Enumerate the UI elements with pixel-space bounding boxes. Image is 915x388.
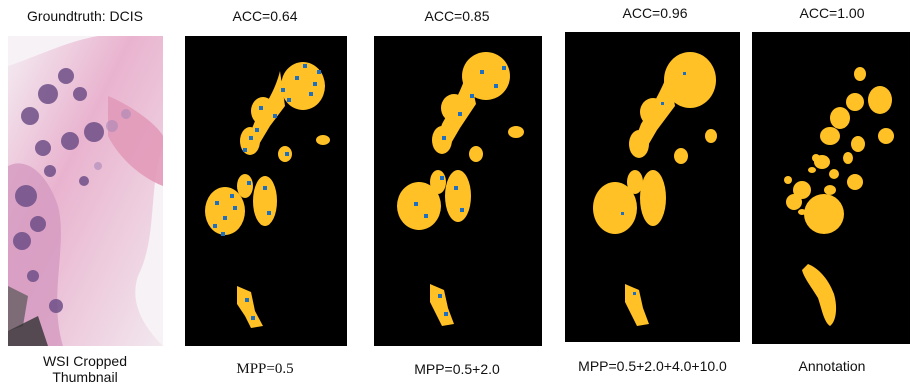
- prediction-mask-mpp-0.5-2.0: [374, 36, 542, 346]
- panel-4-title: ACC=0.96: [622, 5, 688, 21]
- panel-2-title: ACC=0.64: [232, 8, 298, 24]
- panel-1-caption-line1: WSI Cropped: [42, 353, 128, 369]
- panel-3-caption: MPP=0.5+2.0: [414, 361, 500, 377]
- prediction-mask-mpp-0.5: [185, 36, 347, 346]
- panel-1-caption-line2: Thumbnail: [52, 369, 118, 385]
- panel-2-caption: MPP=0.5: [236, 361, 294, 377]
- panel-3-title: ACC=0.85: [424, 8, 490, 24]
- annotation-mask: [752, 32, 910, 344]
- prediction-mask-mpp-0.5-2.0-4.0-10.0: [565, 32, 740, 342]
- panel-4-caption: MPP=0.5+2.0+4.0+10.0: [578, 358, 727, 374]
- panel-5-caption: Annotation: [798, 358, 866, 374]
- panel-5-title: ACC=1.00: [799, 5, 865, 21]
- panel-1-caption: WSI Cropped Thumbnail: [0, 353, 170, 385]
- panel-1-title: Groundtruth: DCIS: [27, 8, 143, 24]
- wsi-thumbnail: [8, 36, 163, 346]
